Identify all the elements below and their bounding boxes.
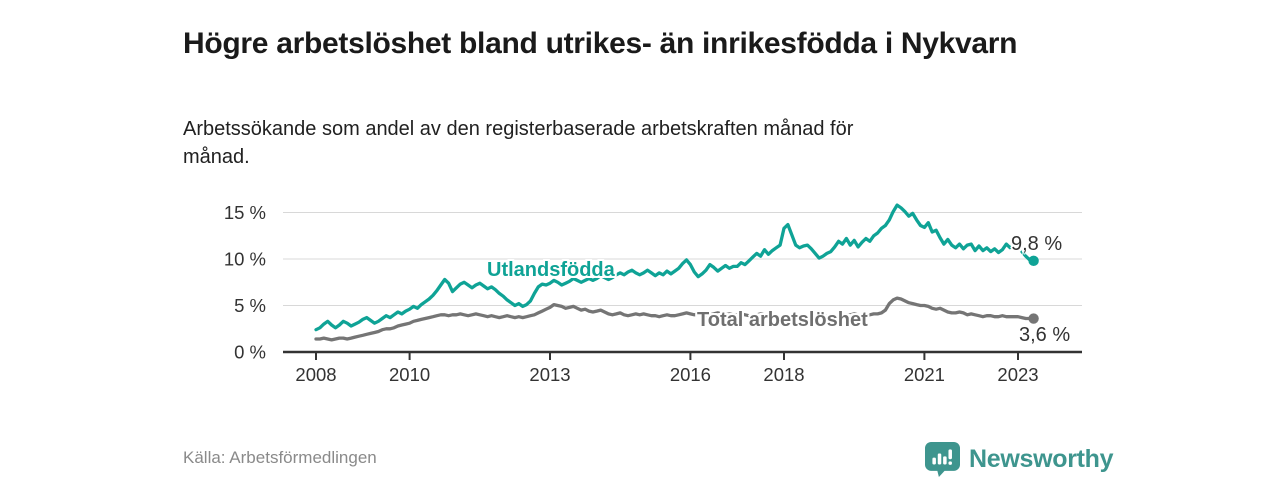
x-tick-label: 2018: [763, 364, 804, 385]
y-tick-label: 10 %: [224, 249, 266, 270]
newsworthy-logo-icon: [925, 442, 960, 477]
chart-subtitle: Arbetssökande som andel av den registerb…: [183, 118, 854, 169]
y-tick-label: 15 %: [224, 202, 266, 223]
x-tick-label: 2008: [295, 364, 336, 385]
y-tick-label: 5 %: [234, 295, 266, 316]
source-note: Källa: Arbetsförmedlingen: [183, 448, 377, 467]
end-value-label-utlandsfodda: 9,8 %: [1011, 233, 1063, 255]
series-label-total-arbetsloshet: Total arbetslöshet: [697, 309, 868, 331]
x-tick-label: 2021: [904, 364, 945, 385]
series-end-dot-total: [1028, 313, 1039, 324]
newsworthy-wordmark: Newsworthy: [969, 445, 1114, 473]
x-tick-label: 2013: [529, 364, 570, 385]
series-line-utlandsfodda: [314, 203, 1036, 332]
series-line-total: [314, 296, 1036, 342]
end-value-label-total: 3,6 %: [1019, 324, 1071, 346]
y-tick-label: 0 %: [234, 342, 266, 363]
x-tick-label: 2010: [389, 364, 430, 385]
page-title: Högre arbetslöshet bland utrikes- än inr…: [183, 27, 1018, 61]
series-end-dot-utlandsfodda: [1028, 255, 1039, 267]
x-tick-label: 2023: [997, 364, 1038, 385]
series-label-utlandsfodda: Utlandsfödda: [487, 259, 615, 281]
x-tick-label: 2016: [670, 364, 711, 385]
newsworthy-brand: Newsworthy: [925, 442, 1114, 477]
